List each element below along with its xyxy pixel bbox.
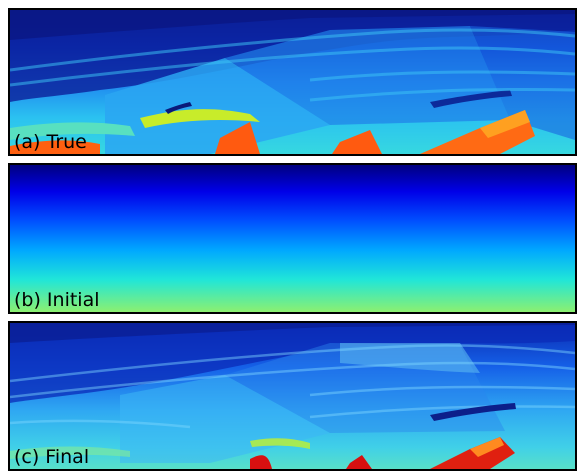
initial-model-image: [10, 165, 575, 312]
final-model-image: [10, 323, 575, 469]
final-model-panel: (c) Final: [8, 321, 577, 471]
initial-model-panel: (b) Initial: [8, 163, 577, 314]
true-model-image: [10, 10, 575, 154]
panel-label: (b) Initial: [14, 289, 100, 311]
true-model-panel: (a) True: [8, 8, 577, 156]
panel-label: (c) Final: [14, 446, 90, 468]
panel-label: (a) True: [14, 131, 87, 153]
